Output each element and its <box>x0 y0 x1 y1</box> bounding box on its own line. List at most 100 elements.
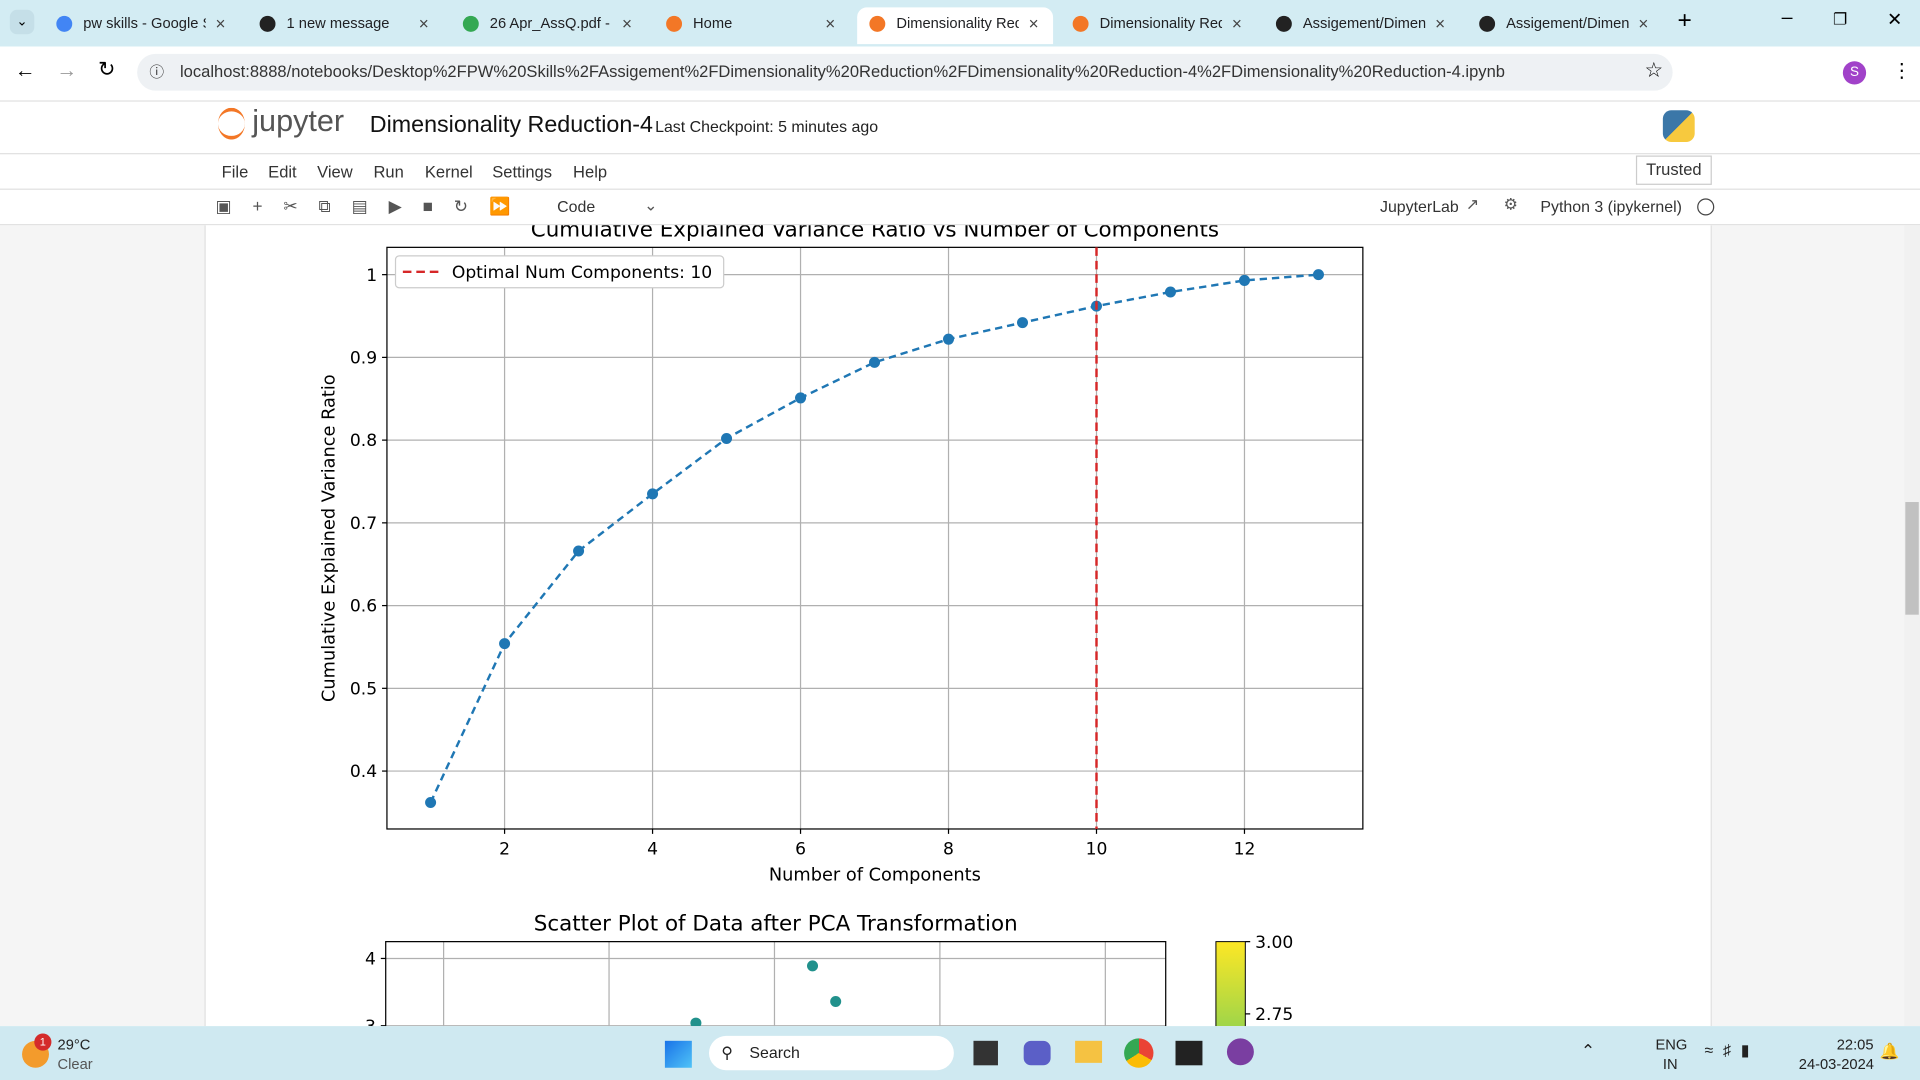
teams[interactable] <box>1023 1040 1051 1066</box>
trusted[interactable]: Trusted <box>1635 155 1712 185</box>
tab-search[interactable]: ⌄ <box>9 9 35 35</box>
plot-frame <box>385 941 1167 1027</box>
tab-close[interactable]: × <box>418 13 429 34</box>
new-tab[interactable]: + <box>1677 7 1692 35</box>
y-tick-label: 0.4 <box>350 762 377 782</box>
data-point <box>425 796 437 809</box>
tab-close[interactable]: × <box>622 13 633 34</box>
data-point <box>795 392 807 404</box>
tab-close[interactable]: × <box>1231 13 1242 34</box>
restore[interactable]: ❐ <box>1833 9 1848 29</box>
tab[interactable]: 1 new message × <box>247 7 443 44</box>
menu-item[interactable]: Run <box>373 162 404 182</box>
notifications[interactable]: 🔔 <box>1879 1042 1900 1061</box>
tab-close[interactable]: × <box>1435 13 1446 34</box>
github-desktop[interactable] <box>1226 1038 1254 1066</box>
language[interactable]: ENG <box>1655 1035 1688 1054</box>
tray-icons[interactable]: ≈♯▮ <box>1704 1040 1760 1060</box>
bookmark[interactable]: ☆ <box>1644 58 1664 83</box>
menu-item[interactable]: View <box>317 162 353 182</box>
region[interactable]: IN <box>1662 1055 1678 1073</box>
minimize[interactable]: – <box>1781 7 1793 29</box>
chrome[interactable] <box>1124 1038 1154 1068</box>
scrollbar[interactable] <box>1904 225 1920 1027</box>
x-tick-label: 6 <box>795 840 806 860</box>
data-point <box>647 488 659 500</box>
tab-icon <box>869 15 886 32</box>
menu-item[interactable]: Edit <box>268 162 297 182</box>
menu-item[interactable]: Kernel <box>424 162 473 182</box>
tab[interactable]: Assigement/Dimens × <box>1264 7 1460 44</box>
forward[interactable]: → <box>56 58 78 83</box>
kernel-name[interactable]: Python 3 (ipykernel) <box>1540 197 1682 216</box>
weather-badge: 1 <box>34 1033 52 1051</box>
checkpoint: Last Checkpoint: 5 minutes ago <box>655 117 879 136</box>
logo[interactable]: jupyter <box>252 104 345 139</box>
tab[interactable]: Assigement/Dimens × <box>1467 7 1663 44</box>
toolbar-icons[interactable]: ▣+✂⧉▤▶■↻⏩ <box>215 195 532 216</box>
tab[interactable]: pw skills - Google Se × <box>44 7 240 44</box>
search-box[interactable]: ⚲ Search <box>708 1035 954 1071</box>
url-field[interactable]: ⓘ localhost:8888/notebooks/Desktop%2FPW%2… <box>137 53 1673 91</box>
terminal[interactable] <box>1175 1040 1203 1066</box>
external-icon: ↗ <box>1465 194 1480 214</box>
task-view[interactable] <box>973 1040 998 1066</box>
tab-close[interactable]: × <box>215 13 226 34</box>
scroll-thumb[interactable] <box>1905 502 1919 615</box>
tab-icon <box>462 15 479 32</box>
y-tick-label: 0.6 <box>350 597 377 617</box>
tab-close[interactable]: × <box>1638 13 1649 34</box>
toolbar: ▣+✂⧉▤▶■↻⏩ Code ⌄ JupyterLab ↗ ⚙ Python 3… <box>0 190 1920 226</box>
search-label: Search <box>749 1043 800 1062</box>
notebook-header: jupyter Dimensionality Reduction-4 Last … <box>0 102 1920 155</box>
data-line <box>429 273 1319 804</box>
debugger[interactable]: ⚙ <box>1503 194 1518 214</box>
menu-item[interactable]: File <box>221 162 249 182</box>
tab-icon <box>259 15 276 32</box>
tab[interactable]: Home × <box>654 7 850 44</box>
profile[interactable]: S <box>1842 61 1867 85</box>
explorer[interactable] <box>1075 1040 1103 1063</box>
data-point <box>1016 317 1029 329</box>
reload[interactable]: ↻ <box>97 57 116 81</box>
y-tick-label: 0.9 <box>350 349 377 369</box>
tab[interactable]: 26 Apr_AssQ.pdf - G × <box>451 7 647 44</box>
menu-item[interactable]: Help <box>573 162 608 182</box>
tab-label: 1 new message <box>286 14 390 32</box>
data-point <box>721 432 733 444</box>
y-tick-label: 4 <box>365 950 376 970</box>
tab-bar: ⌄ + – ❐ ✕ pw skills - Google Se×1 new me… <box>0 0 1920 47</box>
cell-type-arrow[interactable]: ⌄ <box>644 195 658 215</box>
tab-close[interactable]: × <box>1028 13 1039 34</box>
plot-frame <box>386 246 1364 830</box>
tab-label: Assigement/Dimens <box>1506 14 1629 32</box>
address-bar: ← → ↻ ⓘ localhost:8888/notebooks/Desktop%… <box>0 46 1920 102</box>
jupyter-icon <box>217 107 245 140</box>
tab-icon <box>56 15 73 32</box>
tray-expand[interactable]: ⌃ <box>1580 1040 1596 1061</box>
start[interactable] <box>664 1040 692 1068</box>
y-axis-label: Cumulative Explained Variance Ratio <box>319 374 339 702</box>
tab-label: Dimensionality Redu <box>1099 14 1223 32</box>
close[interactable]: ✕ <box>1886 9 1903 31</box>
y-tick-label: 1 <box>366 266 377 286</box>
jupyterlab-link[interactable]: JupyterLab <box>1380 197 1459 216</box>
tab[interactable]: Dimensionality Redu × <box>857 7 1054 45</box>
clock-time[interactable]: 22:05 <box>1836 1035 1874 1054</box>
back[interactable]: ← <box>14 58 36 83</box>
notebook-title[interactable]: Dimensionality Reduction-4 <box>369 112 653 139</box>
browser-menu[interactable]: ⋮ <box>1891 61 1912 83</box>
search-icon: ⚲ <box>721 1043 733 1062</box>
menu-item[interactable]: Settings <box>492 162 552 182</box>
tab-icon <box>1479 15 1496 32</box>
clock-date[interactable]: 24-03-2024 <box>1798 1055 1874 1073</box>
tab[interactable]: Dimensionality Redu × <box>1060 7 1256 44</box>
tab-close[interactable]: × <box>825 13 836 34</box>
cell-type[interactable]: Code <box>557 197 596 216</box>
data-point <box>830 996 842 1008</box>
kernel-status <box>1697 198 1715 216</box>
chart-title: Scatter Plot of Data after PCA Transform… <box>534 912 1018 937</box>
colorbar <box>1215 941 1246 1027</box>
data-point <box>573 545 585 557</box>
